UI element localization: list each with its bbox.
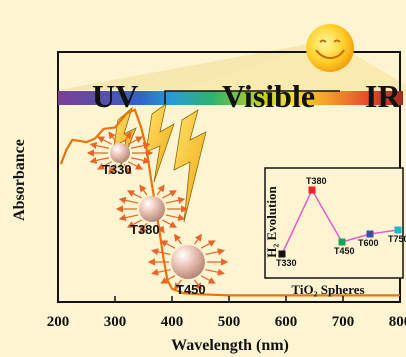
- inset-point-label: T380: [306, 176, 327, 186]
- scatter-arrow: [165, 214, 186, 222]
- band-label-ir: IR: [365, 78, 401, 114]
- scatter-arrow: [130, 156, 151, 164]
- scatter-arrow: [151, 268, 171, 276]
- inset-point: [394, 226, 402, 234]
- scatter-arrow: [156, 222, 165, 234]
- spectrum-bracket: [164, 90, 340, 105]
- scatter-arrow: [89, 142, 110, 150]
- inset-point: [366, 230, 374, 238]
- scatter-arrow: [165, 196, 186, 204]
- band-label-uv: UV: [92, 78, 138, 114]
- scatter-arrow: [123, 131, 132, 143]
- scatter-arrow: [89, 156, 110, 164]
- scatter-arrow: [200, 275, 216, 284]
- scatter-arrow: [126, 219, 142, 228]
- scatter-arrow: [108, 131, 117, 143]
- band-label-visible: Visible: [222, 78, 315, 114]
- scatter-arrow: [96, 161, 113, 170]
- sphere-label: T380: [130, 222, 160, 237]
- x-axis-title: Wavelength (nm): [171, 337, 289, 354]
- sphere-annotations: T330 T380 T450: [86, 131, 229, 297]
- x-tick-label: 700: [332, 314, 355, 330]
- inset-point: [308, 186, 316, 194]
- sphere-t380: T380: [115, 184, 189, 237]
- sphere-ball: [171, 245, 205, 279]
- scatter-arrow: [127, 161, 144, 170]
- scatter-arrow: [118, 214, 139, 222]
- inset-point-label: T450: [334, 246, 355, 256]
- sphere-label: T330: [102, 162, 132, 177]
- scatter-arrow: [126, 190, 142, 199]
- x-tick-label: 400: [161, 314, 184, 330]
- inset-point: [278, 250, 286, 258]
- x-tick-label: 800: [389, 314, 406, 330]
- scatter-arrow: [118, 196, 139, 204]
- inset-x-axis-title: TiO₂ Spheres: [291, 282, 364, 297]
- sphere-t450: T450: [147, 233, 229, 297]
- scatter-arrow: [127, 136, 144, 145]
- x-tick-label: 300: [104, 314, 127, 330]
- scatter-arrow: [160, 275, 176, 284]
- scatter-arrow: [173, 279, 182, 291]
- scatter-arrow: [123, 163, 132, 175]
- sphere-t330: T330: [86, 131, 154, 177]
- scatter-arrow: [194, 279, 203, 291]
- scatter-arrow: [139, 184, 148, 196]
- sphere-ball: [110, 143, 130, 163]
- x-tick-label: 500: [218, 314, 241, 330]
- sphere-label: T450: [176, 282, 206, 297]
- scatter-arrow: [96, 136, 113, 145]
- scatter-arrow: [160, 240, 176, 249]
- scatter-arrow: [130, 142, 151, 150]
- x-tick-label: 600: [275, 314, 298, 330]
- scatter-arrow: [156, 184, 165, 196]
- inset-point: [338, 238, 346, 246]
- sun-icon: [306, 24, 354, 72]
- spectrum-bar: [58, 91, 403, 105]
- x-tick-label: 200: [47, 314, 70, 330]
- inset-point-label: T750: [388, 234, 406, 244]
- scatter-arrow: [173, 233, 182, 245]
- inset-point-label: T600: [358, 238, 379, 248]
- scatter-arrow: [108, 163, 117, 175]
- scatter-arrow: [205, 248, 225, 256]
- inset-point-label: T330: [276, 258, 297, 268]
- scatter-arrow: [200, 240, 216, 249]
- scatter-arrow: [162, 190, 178, 199]
- scatter-arrow: [139, 222, 148, 234]
- sphere-ball: [139, 196, 165, 222]
- inset-y-axis-title: H₂ Evolution: [264, 186, 279, 258]
- scatter-arrow: [194, 233, 203, 245]
- scatter-arrow: [205, 268, 225, 276]
- scatter-arrow: [151, 248, 171, 256]
- y-axis-title: Absorbance: [11, 139, 28, 221]
- scatter-arrow: [162, 219, 178, 228]
